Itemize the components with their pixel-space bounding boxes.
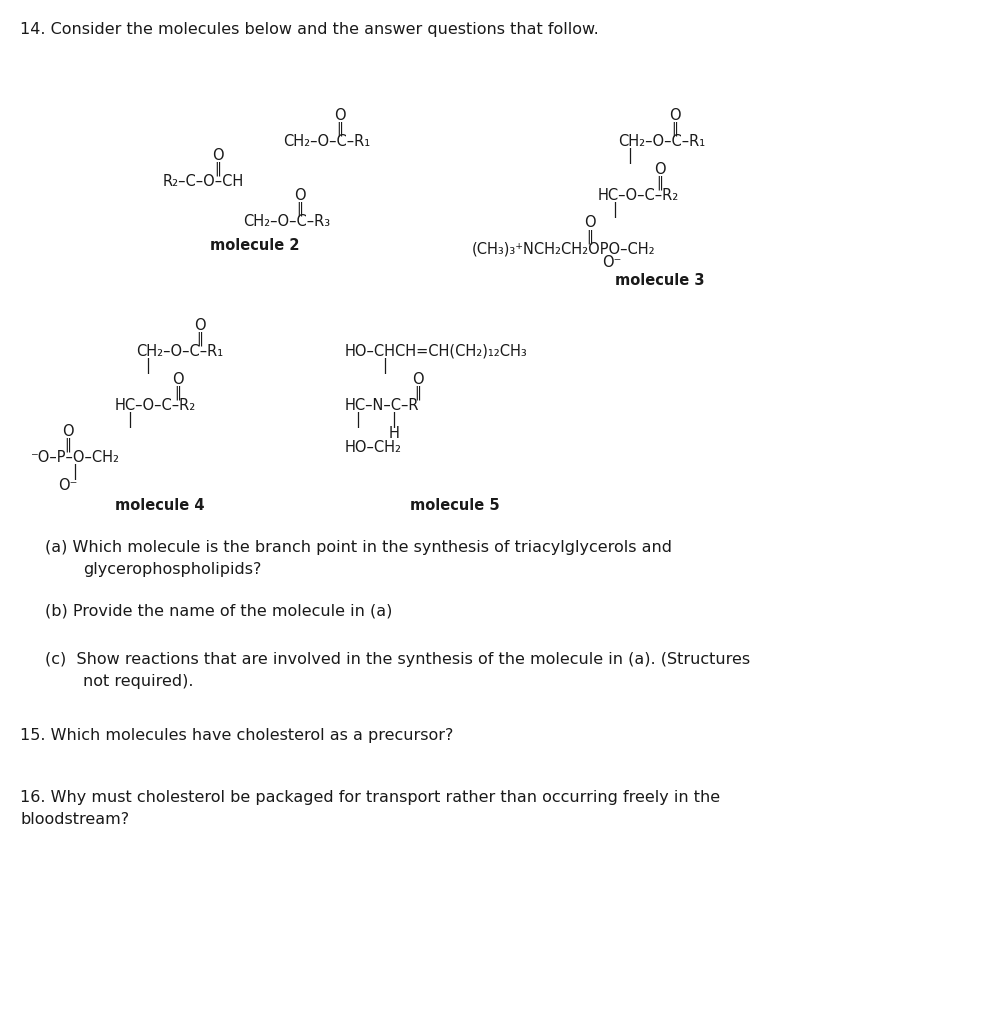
Text: HC–O–C–R₂: HC–O–C–R₂ — [598, 188, 680, 203]
Text: (a) Which molecule is the branch point in the synthesis of triacylglycerols and: (a) Which molecule is the branch point i… — [45, 540, 672, 555]
Text: |: | — [355, 412, 361, 428]
Text: O: O — [412, 372, 424, 387]
Text: ‖: ‖ — [336, 122, 343, 137]
Text: O: O — [294, 188, 306, 203]
Text: CH₂–O–C–R₃: CH₂–O–C–R₃ — [243, 214, 330, 229]
Text: ‖: ‖ — [415, 386, 422, 401]
Text: molecule 5: molecule 5 — [410, 498, 499, 513]
Text: 14. Consider the molecules below and the answer questions that follow.: 14. Consider the molecules below and the… — [20, 22, 599, 37]
Text: ‖: ‖ — [297, 201, 303, 217]
Text: (b) Provide the name of the molecule in (a): (b) Provide the name of the molecule in … — [45, 604, 393, 619]
Text: HC–N–C–R: HC–N–C–R — [345, 398, 420, 413]
Text: H: H — [389, 426, 400, 441]
Text: molecule 3: molecule 3 — [615, 273, 705, 288]
Text: O: O — [334, 108, 345, 123]
Text: bloodstream?: bloodstream? — [20, 812, 129, 827]
Text: molecule 2: molecule 2 — [210, 238, 300, 253]
Text: |: | — [73, 464, 78, 480]
Text: O: O — [194, 318, 205, 333]
Text: (CH₃)₃⁺NCH₂CH₂OPO–CH₂: (CH₃)₃⁺NCH₂CH₂OPO–CH₂ — [472, 241, 656, 256]
Text: ‖: ‖ — [196, 332, 203, 346]
Text: O⁻: O⁻ — [602, 255, 621, 270]
Text: |: | — [627, 148, 632, 164]
Text: R₂–C–O–CH: R₂–C–O–CH — [163, 174, 245, 189]
Text: ‖: ‖ — [174, 386, 181, 401]
Text: O: O — [212, 148, 224, 163]
Text: O: O — [670, 108, 681, 123]
Text: CH₂–O–C–R₁: CH₂–O–C–R₁ — [283, 134, 371, 149]
Text: |: | — [128, 412, 133, 428]
Text: |: | — [383, 358, 388, 374]
Text: O⁻: O⁻ — [58, 478, 78, 493]
Text: glycerophospholipids?: glycerophospholipids? — [83, 562, 262, 577]
Text: CH₂–O–C–R₁: CH₂–O–C–R₁ — [618, 134, 705, 149]
Text: |: | — [392, 412, 397, 428]
Text: |: | — [612, 201, 617, 218]
Text: HC–O–C–R₂: HC–O–C–R₂ — [115, 398, 196, 413]
Text: ‖: ‖ — [64, 438, 71, 452]
Text: HO–CH₂: HO–CH₂ — [345, 440, 402, 455]
Text: molecule 4: molecule 4 — [115, 498, 204, 513]
Text: O: O — [584, 215, 596, 230]
Text: O: O — [655, 162, 666, 177]
Text: not required).: not required). — [83, 674, 193, 689]
Text: ‖: ‖ — [657, 176, 664, 190]
Text: ‖: ‖ — [586, 229, 593, 244]
Text: ⁻O–P–O–CH₂: ⁻O–P–O–CH₂ — [30, 450, 119, 465]
Text: HO–CHCH=CH(CH₂)₁₂CH₃: HO–CHCH=CH(CH₂)₁₂CH₃ — [345, 344, 528, 359]
Text: (c)  Show reactions that are involved in the synthesis of the molecule in (a). (: (c) Show reactions that are involved in … — [45, 652, 750, 667]
Text: ‖: ‖ — [672, 122, 679, 137]
Text: O: O — [62, 424, 74, 439]
Text: O: O — [172, 372, 184, 387]
Text: |: | — [145, 358, 150, 374]
Text: 15. Which molecules have cholesterol as a precursor?: 15. Which molecules have cholesterol as … — [20, 728, 453, 743]
Text: CH₂–O–C–R₁: CH₂–O–C–R₁ — [136, 344, 224, 359]
Text: ‖: ‖ — [214, 162, 222, 177]
Text: 16. Why must cholesterol be packaged for transport rather than occurring freely : 16. Why must cholesterol be packaged for… — [20, 790, 720, 805]
